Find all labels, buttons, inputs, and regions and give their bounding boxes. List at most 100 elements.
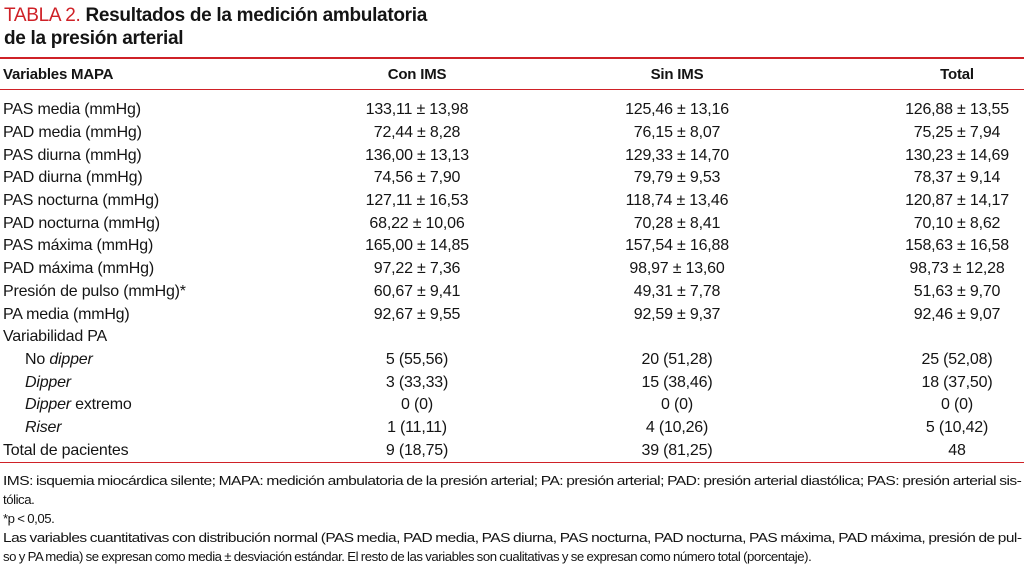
row-label: Dipper extremo xyxy=(0,394,288,417)
table-row: Presión de pulso (mmHg)* 60,67 ± 9,41 49… xyxy=(0,281,1024,304)
row-label-text: PAS media (mmHg) xyxy=(3,101,141,119)
table-number-label: TABLA 2. xyxy=(4,5,81,26)
footnote-text: *p < 0,05. xyxy=(3,511,55,526)
cell-con-ims: 72,44 ± 8,28 xyxy=(373,124,461,142)
table-row: PAS máxima (mmHg) 165,00 ± 14,85 157,54 … xyxy=(0,235,1024,258)
row-label: PAS media (mmHg) xyxy=(0,90,288,122)
row-label: Riser xyxy=(0,417,288,440)
column-header-con-ims: Con IMS xyxy=(288,57,546,90)
cell-sin-ims: 15 (38,46) xyxy=(641,373,713,391)
footnote-text: tólica. xyxy=(3,492,35,507)
cell-total: 92,46 ± 9,07 xyxy=(913,305,1001,323)
row-label-text: Presión de pulso (mmHg)* xyxy=(3,282,186,300)
cell-sin-ims: 98,97 ± 13,60 xyxy=(629,260,725,278)
row-label-text: PAS máxima (mmHg) xyxy=(3,237,154,255)
row-label: Total de pacientes xyxy=(0,439,288,464)
column-header-variables: Variables MAPA xyxy=(0,57,288,90)
cell-total: 0 (0) xyxy=(941,396,973,414)
cell-sin-ims: 76,15 ± 8,07 xyxy=(633,124,721,142)
cell-total: 70,10 ± 8,62 xyxy=(913,214,1001,232)
cell-con-ims: 3 (33,33) xyxy=(385,373,449,391)
row-label: PAD diurna (mmHg) xyxy=(0,167,288,190)
footnote-text: IMS: isquemia miocárdica silente; MAPA: … xyxy=(3,473,1022,488)
row-label-text: No xyxy=(25,350,50,368)
row-label: No dipper xyxy=(0,349,288,372)
cell-total: 158,63 ± 16,58 xyxy=(905,237,1009,255)
cell-total: 120,87 ± 14,17 xyxy=(905,192,1009,210)
cell-total: 18 (37,50) xyxy=(921,373,993,391)
cell-con-ims xyxy=(288,326,546,349)
row-label-text: PAD media (mmHg) xyxy=(3,124,142,142)
row-label: PAS diurna (mmHg) xyxy=(0,144,288,167)
row-label-text: Total de pacientes xyxy=(3,441,129,459)
cell-con-ims: 133,11 ± 13,98 xyxy=(365,101,469,119)
cell-total: 25 (52,08) xyxy=(921,350,993,368)
row-label-text: PAD diurna (mmHg) xyxy=(3,169,143,187)
table-row: PAD máxima (mmHg) 97,22 ± 7,36 98,97 ± 1… xyxy=(0,258,1024,281)
footnote-abbreviations-line2: tólica. xyxy=(3,490,1021,509)
row-label: PAS máxima (mmHg) xyxy=(0,235,288,258)
cell-con-ims: 9 (18,75) xyxy=(288,439,546,464)
table-row: Dipper 3 (33,33) 15 (38,46) 18 (37,50) xyxy=(0,371,1024,394)
footnote-text: Las variables cuantitativas con distribu… xyxy=(3,530,1022,545)
cell-con-ims: 127,11 ± 16,53 xyxy=(365,192,469,210)
table-row-section: Variabilidad PA xyxy=(0,326,1024,349)
cell-sin-ims: 70,28 ± 8,41 xyxy=(633,214,721,232)
table-row: Riser 1 (11,11) 4 (10,26) 5 (10,42) xyxy=(0,417,1024,440)
row-label-text: PAS diurna (mmHg) xyxy=(3,146,142,164)
cell-con-ims: 0 (0) xyxy=(401,396,433,414)
row-label: Variabilidad PA xyxy=(0,326,288,349)
cell-total: 5 (10,42) xyxy=(925,418,989,436)
cell-total: 78,37 ± 9,14 xyxy=(913,169,1001,187)
cell-sin-ims: 79,79 ± 9,53 xyxy=(633,169,721,187)
row-label-italic: dipper xyxy=(49,350,93,368)
cell-total: 98,73 ± 12,28 xyxy=(909,260,1005,278)
row-label: PAD nocturna (mmHg) xyxy=(0,212,288,235)
header-row: Variables MAPA Con IMS Sin IMS Total xyxy=(0,57,1024,90)
row-label-italic: Riser xyxy=(25,418,62,436)
cell-con-ims: 136,00 ± 13,13 xyxy=(365,146,469,164)
cell-con-ims: 5 (55,56) xyxy=(385,350,449,368)
column-header-sin-ims: Sin IMS xyxy=(546,57,808,90)
cell-sin-ims: 157,54 ± 16,88 xyxy=(625,237,729,255)
cell-sin-ims xyxy=(546,326,808,349)
table-row: PA media (mmHg) 92,67 ± 9,55 92,59 ± 9,3… xyxy=(0,303,1024,326)
caption-title-text: Resultados de la medición ambulatoria xyxy=(85,5,427,26)
table-caption: TABLA 2. Resultados de la medición ambul… xyxy=(4,4,427,50)
cell-total: 48 xyxy=(808,439,1024,464)
row-label-suffix: extremo xyxy=(70,396,132,414)
row-label: PAD media (mmHg) xyxy=(0,122,288,145)
row-label-italic: Dipper xyxy=(25,396,71,414)
cell-sin-ims: 125,46 ± 13,16 xyxy=(625,101,729,119)
row-label-text: PAD máxima (mmHg) xyxy=(3,260,154,278)
row-label-text: Variabilidad PA xyxy=(3,328,108,346)
cell-con-ims: 60,67 ± 9,41 xyxy=(373,282,461,300)
cell-con-ims: 97,22 ± 7,36 xyxy=(373,260,461,278)
cell-sin-ims: 92,59 ± 9,37 xyxy=(633,305,721,323)
cell-sin-ims: 0 (0) xyxy=(661,396,693,414)
table-row: PAD nocturna (mmHg) 68,22 ± 10,06 70,28 … xyxy=(0,212,1024,235)
caption-line2: de la presión arterial xyxy=(4,28,184,49)
row-label-italic: Dipper xyxy=(25,373,71,391)
table-row: PAS media (mmHg) 133,11 ± 13,98 125,46 ±… xyxy=(0,90,1024,122)
row-label: PA media (mmHg) xyxy=(0,303,288,326)
table-row: PAS diurna (mmHg) 136,00 ± 13,13 129,33 … xyxy=(0,144,1024,167)
row-label-text: PAD nocturna (mmHg) xyxy=(3,214,160,232)
cell-total: 126,88 ± 13,55 xyxy=(905,101,1009,119)
column-header-total: Total xyxy=(808,57,1024,90)
table-row: PAD media (mmHg) 72,44 ± 8,28 76,15 ± 8,… xyxy=(0,122,1024,145)
cell-sin-ims: 39 (81,25) xyxy=(546,439,808,464)
footnotes: IMS: isquemia miocárdica silente; MAPA: … xyxy=(3,471,1022,566)
table-row-total: Total de pacientes 9 (18,75) 39 (81,25) … xyxy=(0,439,1024,464)
cell-sin-ims: 20 (51,28) xyxy=(641,350,713,368)
cell-con-ims: 74,56 ± 7,90 xyxy=(373,169,461,187)
table-row: PAS nocturna (mmHg) 127,11 ± 16,53 118,7… xyxy=(0,190,1024,213)
row-label: PAD máxima (mmHg) xyxy=(0,258,288,281)
cell-total: 75,25 ± 7,94 xyxy=(913,124,1001,142)
cell-sin-ims: 4 (10,26) xyxy=(645,418,709,436)
cell-sin-ims: 129,33 ± 14,70 xyxy=(625,146,729,164)
footnote-pvalue: *p < 0,05. xyxy=(3,509,1021,528)
cell-sin-ims: 49,31 ± 7,78 xyxy=(633,282,721,300)
row-label: Dipper xyxy=(0,371,288,394)
cell-con-ims: 165,00 ± 14,85 xyxy=(365,237,469,255)
